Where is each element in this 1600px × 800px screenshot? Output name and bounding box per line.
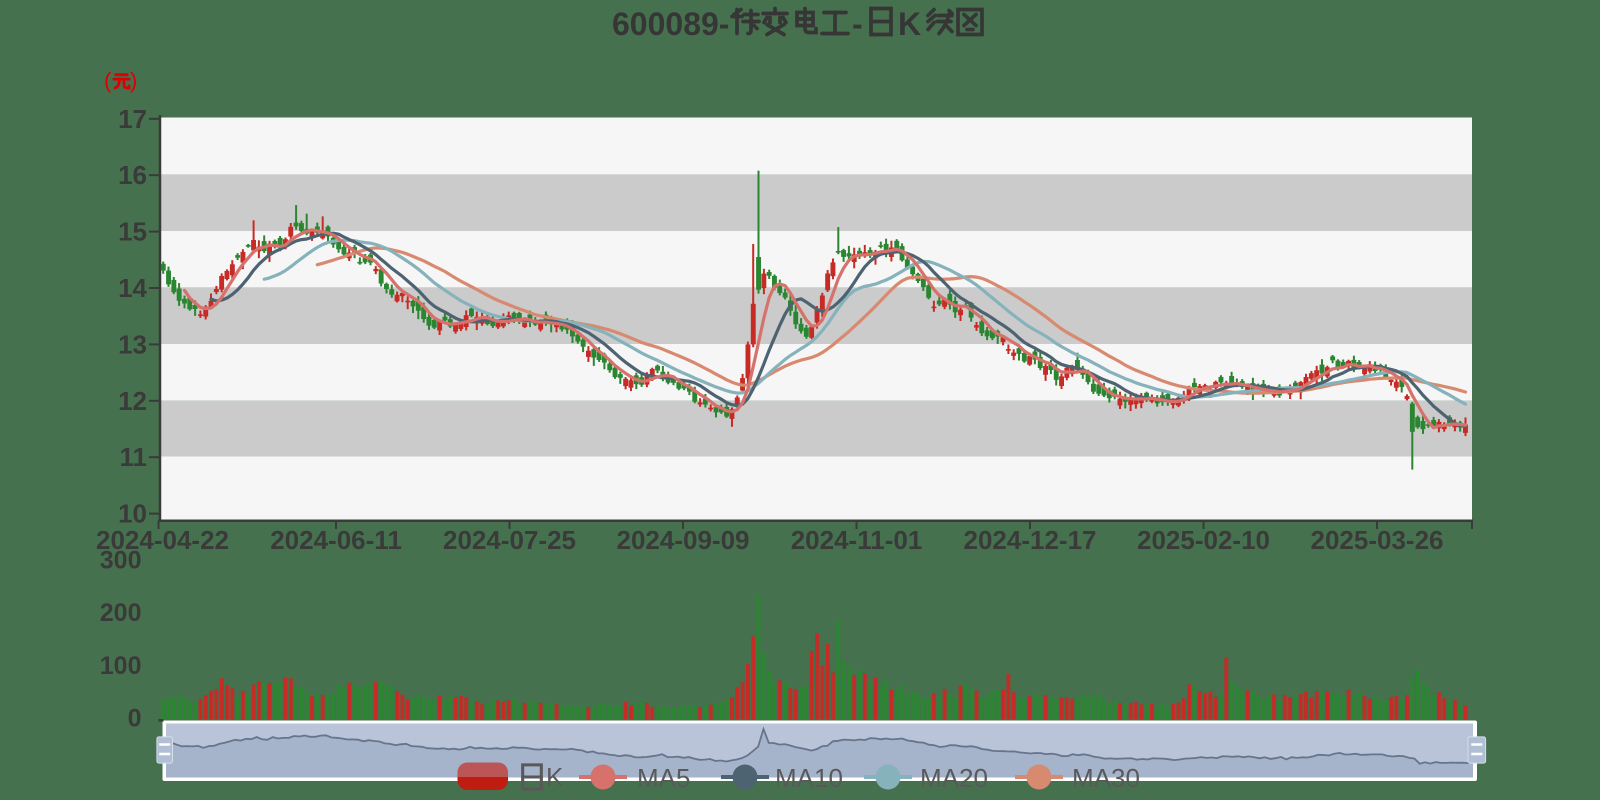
svg-text:17: 17 — [118, 104, 147, 134]
svg-text:2024-11-01: 2024-11-01 — [791, 525, 923, 555]
svg-text:0: 0 — [128, 705, 142, 733]
svg-text:MA5: MA5 — [637, 763, 690, 793]
svg-text:2024-09-09: 2024-09-09 — [617, 525, 750, 555]
svg-text:): ) — [130, 68, 137, 93]
svg-text:MA30: MA30 — [1072, 763, 1140, 793]
svg-text:300: 300 — [100, 546, 142, 574]
svg-text:10: 10 — [118, 499, 147, 529]
svg-text:2025-03-26: 2025-03-26 — [1311, 525, 1444, 555]
svg-text:(: ( — [104, 68, 112, 93]
svg-text:12: 12 — [118, 386, 147, 416]
svg-text:2024-07-25: 2024-07-25 — [443, 525, 576, 555]
svg-text:11: 11 — [120, 442, 148, 472]
svg-text:K: K — [898, 6, 921, 42]
svg-text:2024-12-17: 2024-12-17 — [964, 525, 1097, 555]
svg-text:K: K — [546, 762, 564, 792]
svg-text:15: 15 — [118, 217, 147, 247]
svg-text:MA10: MA10 — [775, 763, 843, 793]
svg-text:13: 13 — [118, 329, 147, 359]
svg-text:2024-04-22: 2024-04-22 — [96, 525, 229, 555]
svg-text:600089-: 600089- — [612, 6, 729, 42]
svg-text:14: 14 — [118, 273, 147, 303]
svg-text:2024-06-11: 2024-06-11 — [270, 525, 402, 555]
svg-text:2025-02-10: 2025-02-10 — [1137, 525, 1270, 555]
svg-text:100: 100 — [100, 652, 142, 680]
svg-text:16: 16 — [118, 160, 147, 190]
svg-text:MA20: MA20 — [920, 763, 988, 793]
svg-text:-: - — [852, 6, 863, 42]
svg-text:200: 200 — [100, 599, 142, 627]
